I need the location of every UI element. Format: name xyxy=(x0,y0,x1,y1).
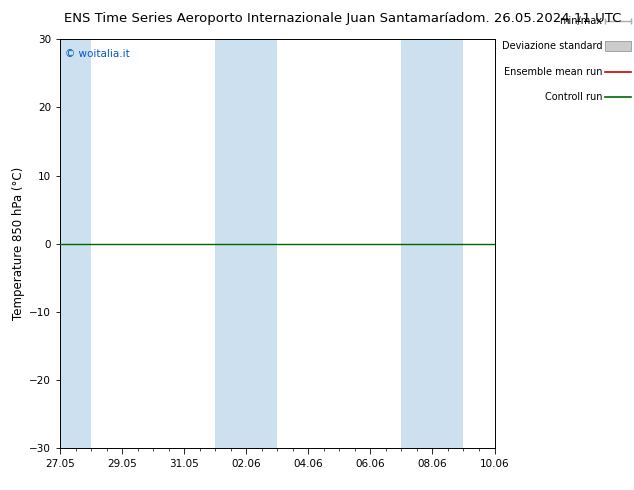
Text: Deviazione standard: Deviazione standard xyxy=(501,41,602,51)
Text: dom. 26.05.2024 11 UTC: dom. 26.05.2024 11 UTC xyxy=(456,12,621,25)
Text: Controll run: Controll run xyxy=(545,92,602,102)
Bar xyxy=(216,39,278,448)
Bar xyxy=(60,39,91,448)
Text: ENS Time Series Aeroporto Internazionale Juan Santamaría: ENS Time Series Aeroporto Internazionale… xyxy=(64,12,456,25)
Bar xyxy=(401,39,463,448)
Text: © woitalia.it: © woitalia.it xyxy=(65,49,129,59)
Text: min/max: min/max xyxy=(559,16,602,25)
Text: Ensemble mean run: Ensemble mean run xyxy=(504,67,602,76)
Y-axis label: Temperature 850 hPa (°C): Temperature 850 hPa (°C) xyxy=(12,167,25,320)
